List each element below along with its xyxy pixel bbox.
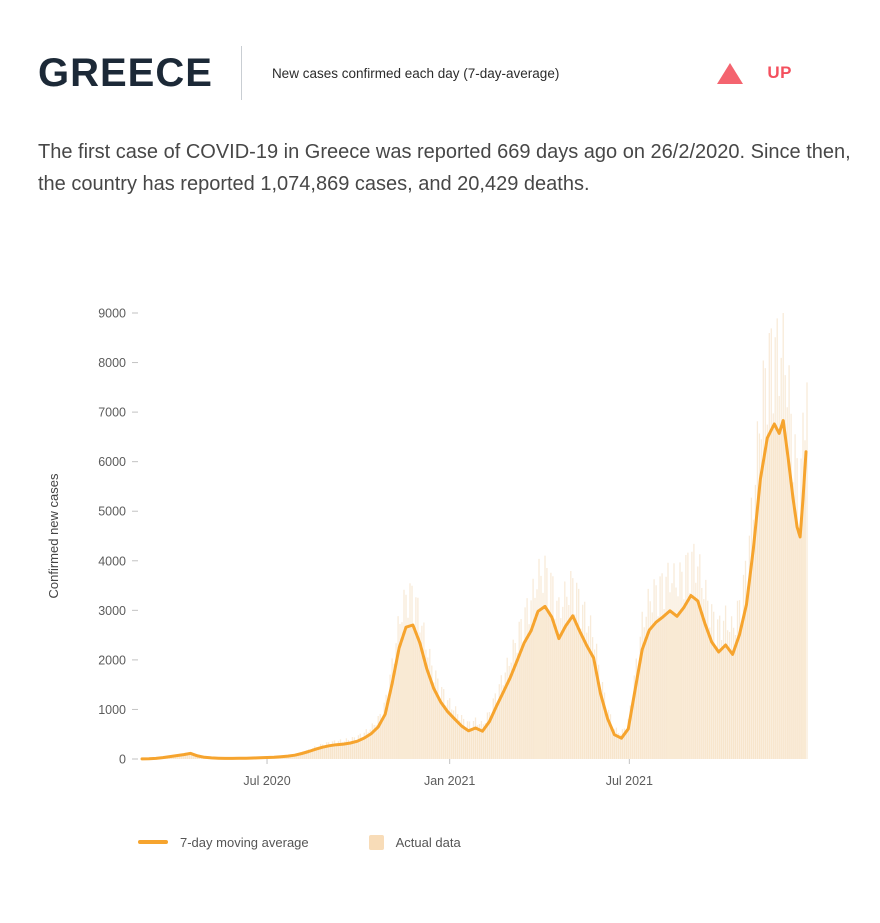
trend-up-icon [717,62,744,84]
trend-label: UP [767,63,792,82]
legend-item-moving-average: 7-day moving average [138,835,309,850]
svg-text:9000: 9000 [98,306,126,320]
svg-text:Jul 2020: Jul 2020 [243,774,290,788]
actual-data-swatch-icon [368,834,384,850]
svg-text:0: 0 [119,752,126,766]
chart-subtitle: New cases confirmed each day (7-day-aver… [271,65,560,81]
page-header: GREECE New cases confirmed each day (7-d… [38,46,860,100]
trend-indicator: UP [717,62,792,84]
summary-text: The first case of COVID-19 in Greece was… [38,141,851,196]
country-title: GREECE [38,51,213,95]
cases-chart-canvas: 0 1000 2000 3000 4000 5000 6000 7000 8000 9000 Jul… [46,306,808,788]
legend-item-actual-data: Actual data [368,834,461,850]
svg-text:Jan 2021: Jan 2021 [424,774,475,788]
svg-text:1000: 1000 [98,703,126,717]
legend-label: 7-day moving average [180,834,309,850]
legend-label: Actual data [395,834,461,850]
covid-country-page: GREECE New cases confirmed each day (7-d… [38,46,860,850]
svg-text:7000: 7000 [98,405,126,419]
svg-text:8000: 8000 [98,356,126,370]
svg-text:2000: 2000 [98,653,126,667]
svg-text:5000: 5000 [98,505,126,519]
svg-text:6000: 6000 [98,455,126,469]
chart-legend: 7-day moving average Actual data [138,834,860,850]
cases-chart: 0 1000 2000 3000 4000 5000 6000 7000 8000 9000 Jul… [38,279,860,850]
moving-average-swatch-icon [138,840,168,845]
svg-text:4000: 4000 [98,554,126,568]
svg-text:3000: 3000 [98,604,126,618]
svg-text:Confirmed new cases: Confirmed new cases [46,473,61,598]
header-divider [240,46,242,100]
svg-text:Jul 2021: Jul 2021 [606,774,653,788]
